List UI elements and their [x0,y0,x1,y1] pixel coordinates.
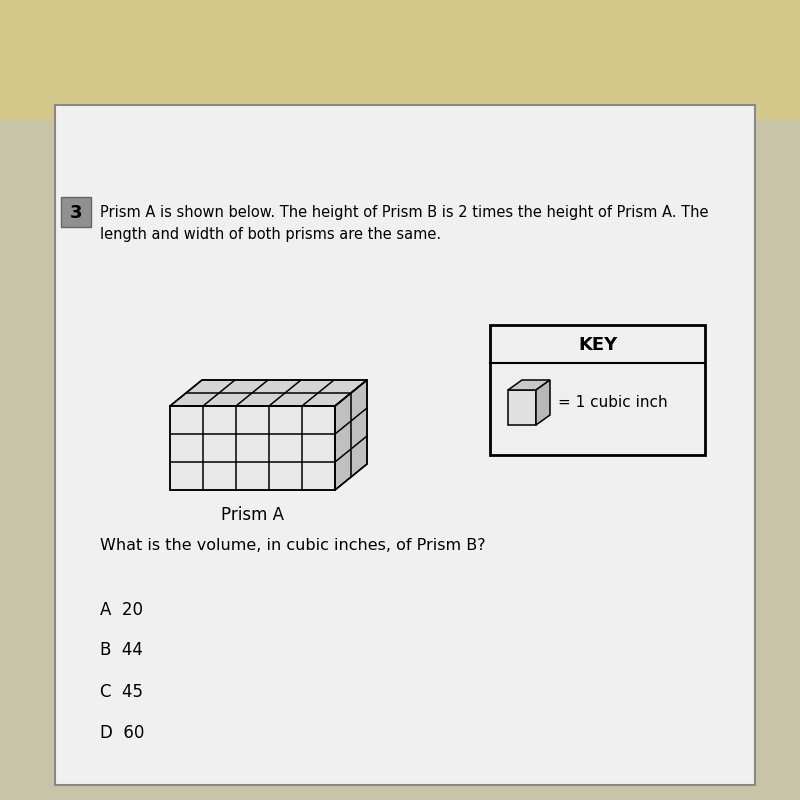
FancyBboxPatch shape [55,105,755,785]
Text: What is the volume, in cubic inches, of Prism B?: What is the volume, in cubic inches, of … [100,538,486,553]
Text: Prism A: Prism A [221,506,284,524]
Polygon shape [508,380,550,390]
Text: A  20: A 20 [100,601,143,619]
Text: C  45: C 45 [100,683,143,701]
Polygon shape [55,105,70,785]
Text: B  44: B 44 [100,641,143,659]
Text: Prism A is shown below. The height of Prism B is 2 times the height of Prism A. : Prism A is shown below. The height of Pr… [100,205,709,219]
Text: = 1 cubic inch: = 1 cubic inch [558,395,668,410]
Polygon shape [170,380,367,406]
Polygon shape [0,0,800,120]
Text: length and width of both prisms are the same.: length and width of both prisms are the … [100,227,441,242]
Text: D  60: D 60 [100,724,144,742]
Polygon shape [508,390,536,425]
FancyBboxPatch shape [490,325,705,455]
FancyBboxPatch shape [61,197,91,227]
Polygon shape [335,380,367,490]
Text: KEY: KEY [578,336,617,354]
Polygon shape [170,406,335,490]
Text: 3: 3 [70,204,82,222]
Polygon shape [536,380,550,425]
